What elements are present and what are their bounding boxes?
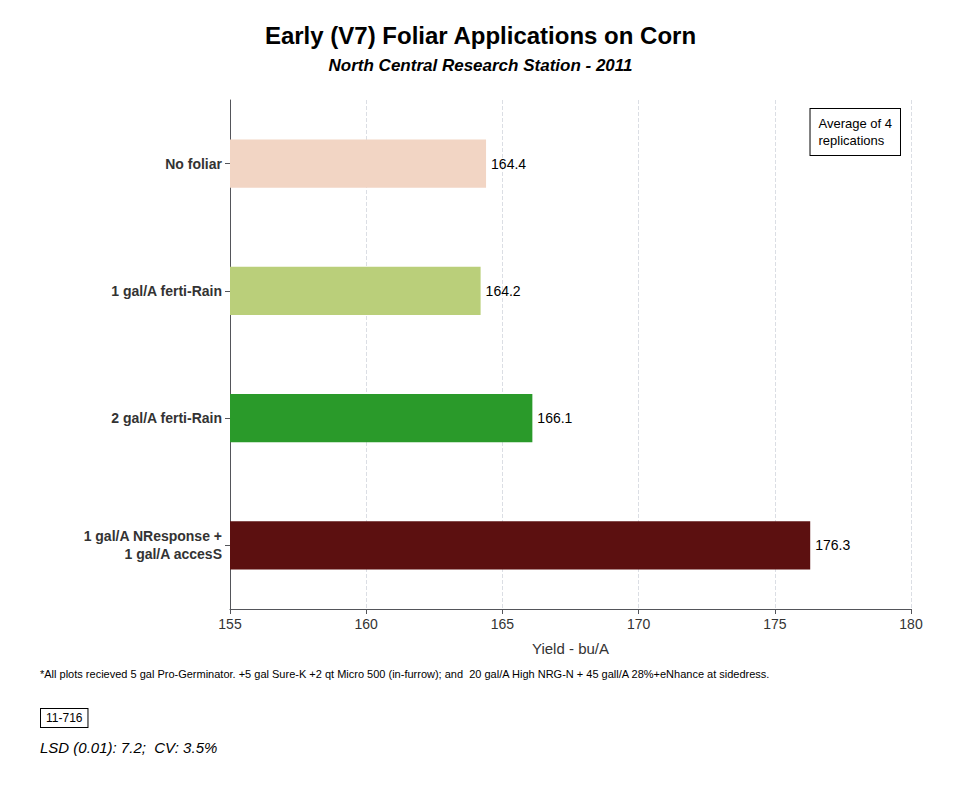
svg-text:LSD (0.01): 7.2; CV: 3.5%: LSD (0.01): 7.2; CV: 3.5% bbox=[40, 739, 217, 756]
svg-text:164.4: 164.4 bbox=[491, 156, 526, 172]
svg-text:155: 155 bbox=[218, 616, 242, 632]
svg-text:164.2: 164.2 bbox=[486, 283, 521, 299]
svg-text:165: 165 bbox=[491, 616, 515, 632]
svg-text:160: 160 bbox=[355, 616, 379, 632]
svg-text:1 gal/A accesS: 1 gal/A accesS bbox=[124, 546, 222, 562]
svg-text:No foliar: No foliar bbox=[165, 156, 222, 172]
svg-text:replications: replications bbox=[819, 133, 885, 148]
svg-text:Yield - bu/A: Yield - bu/A bbox=[532, 640, 609, 657]
svg-text:Early (V7) Foliar Applications: Early (V7) Foliar Applications on Corn bbox=[265, 22, 696, 49]
svg-text:180: 180 bbox=[899, 616, 923, 632]
svg-text:North Central Research Station: North Central Research Station - 2011 bbox=[329, 56, 633, 75]
svg-text:11-716: 11-716 bbox=[46, 711, 83, 725]
svg-text:*All plots recieved 5 gal Pro-: *All plots recieved 5 gal Pro-Germinator… bbox=[40, 668, 769, 680]
svg-text:1 gal/A NResponse +: 1 gal/A NResponse + bbox=[84, 528, 222, 544]
svg-text:1 gal/A ferti-Rain: 1 gal/A ferti-Rain bbox=[111, 283, 222, 299]
svg-text:Average of 4: Average of 4 bbox=[819, 116, 892, 131]
svg-text:170: 170 bbox=[627, 616, 651, 632]
svg-text:175: 175 bbox=[763, 616, 787, 632]
svg-text:2 gal/A ferti-Rain: 2 gal/A ferti-Rain bbox=[111, 410, 222, 426]
svg-text:176.3: 176.3 bbox=[815, 537, 850, 553]
svg-text:166.1: 166.1 bbox=[537, 410, 572, 426]
